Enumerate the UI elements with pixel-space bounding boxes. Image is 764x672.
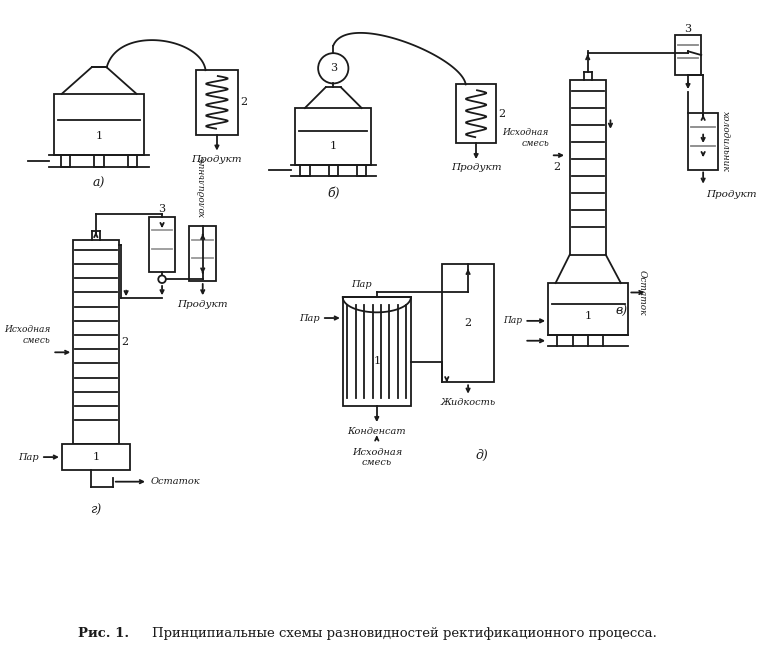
Bar	[54, 94, 144, 155]
Bar	[688, 113, 718, 169]
Bar	[300, 165, 309, 176]
Bar	[456, 85, 496, 143]
Bar	[570, 80, 606, 255]
Bar	[149, 217, 175, 271]
Text: б): б)	[327, 187, 339, 200]
Text: 2: 2	[121, 337, 128, 347]
Text: 3: 3	[685, 24, 691, 34]
Text: Исходная
смесь: Исходная смесь	[503, 128, 549, 148]
Text: г): г)	[90, 503, 102, 517]
Text: Остаток: Остаток	[151, 477, 200, 486]
Bar	[196, 70, 238, 134]
Bar	[548, 283, 629, 335]
Text: Пар: Пар	[503, 317, 523, 325]
Bar	[189, 226, 216, 281]
Bar	[95, 155, 104, 167]
Text: Пар: Пар	[299, 314, 320, 323]
Text: д): д)	[476, 449, 489, 462]
Text: холодильник: холодильник	[198, 156, 207, 217]
Bar	[675, 35, 701, 75]
Text: 3: 3	[158, 204, 166, 214]
Text: 2: 2	[465, 319, 471, 328]
Bar	[357, 165, 367, 176]
Text: а): а)	[93, 177, 105, 190]
Bar	[61, 155, 70, 167]
Text: 1: 1	[374, 356, 380, 366]
Text: Конденсат: Конденсат	[348, 427, 406, 436]
Text: Принципиальные схемы разновидностей ректификационного процесса.: Принципиальные схемы разновидностей рект…	[152, 626, 656, 640]
Bar	[329, 165, 338, 176]
Bar	[62, 444, 130, 470]
Text: Исходная
смесь: Исходная смесь	[351, 448, 402, 467]
Text: 2: 2	[240, 97, 247, 108]
Text: Продукт: Продукт	[177, 300, 228, 309]
Bar	[343, 297, 411, 406]
Bar	[296, 108, 371, 165]
Text: 1: 1	[92, 452, 99, 462]
Text: 1: 1	[584, 311, 592, 321]
Text: 2: 2	[553, 162, 560, 172]
Bar	[128, 155, 138, 167]
Text: 2: 2	[498, 109, 505, 119]
Text: холодильник: холодильник	[721, 111, 730, 171]
Text: Остаток: Остаток	[638, 269, 647, 315]
Text: Жидкость: Жидкость	[441, 398, 496, 407]
Text: 1: 1	[330, 141, 337, 151]
Text: Пар: Пар	[18, 452, 39, 462]
Text: в): в)	[616, 305, 628, 318]
Text: 3: 3	[330, 63, 337, 73]
Text: Рис. 1.: Рис. 1.	[78, 626, 129, 640]
Bar	[73, 241, 118, 444]
Text: Продукт: Продукт	[192, 155, 242, 163]
Text: 1: 1	[96, 132, 102, 141]
Text: Пар: Пар	[351, 280, 372, 290]
Text: Продукт: Продукт	[706, 190, 756, 199]
Bar	[442, 264, 494, 382]
Text: Продукт: Продукт	[451, 163, 501, 172]
Text: Исходная
смесь: Исходная смесь	[4, 325, 50, 345]
